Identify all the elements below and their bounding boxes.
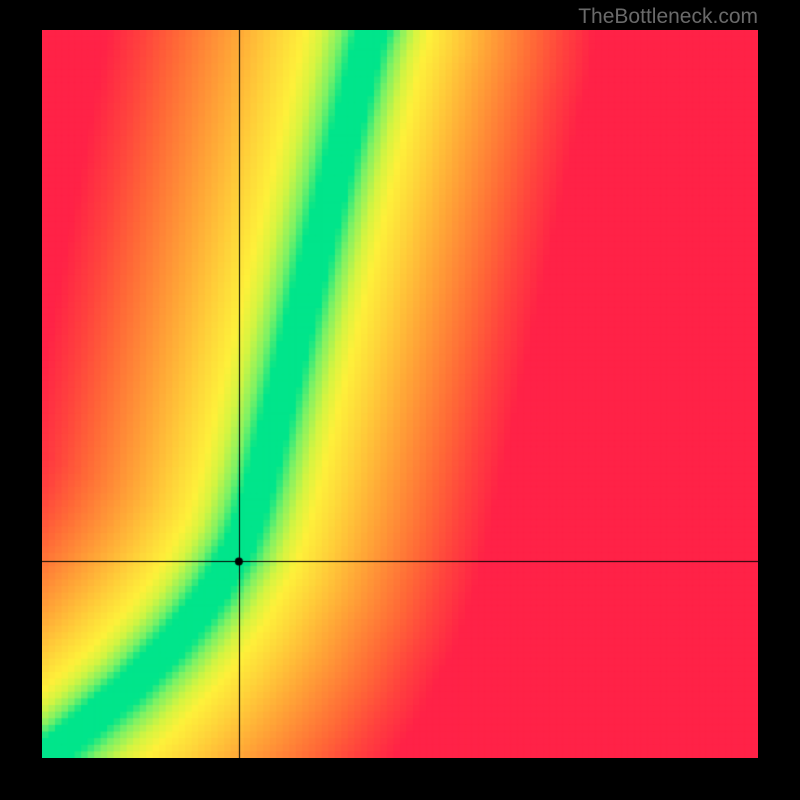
watermark-text: TheBottleneck.com	[578, 5, 758, 29]
chart-container: TheBottleneck.com	[0, 0, 800, 800]
bottleneck-heatmap	[42, 30, 758, 758]
